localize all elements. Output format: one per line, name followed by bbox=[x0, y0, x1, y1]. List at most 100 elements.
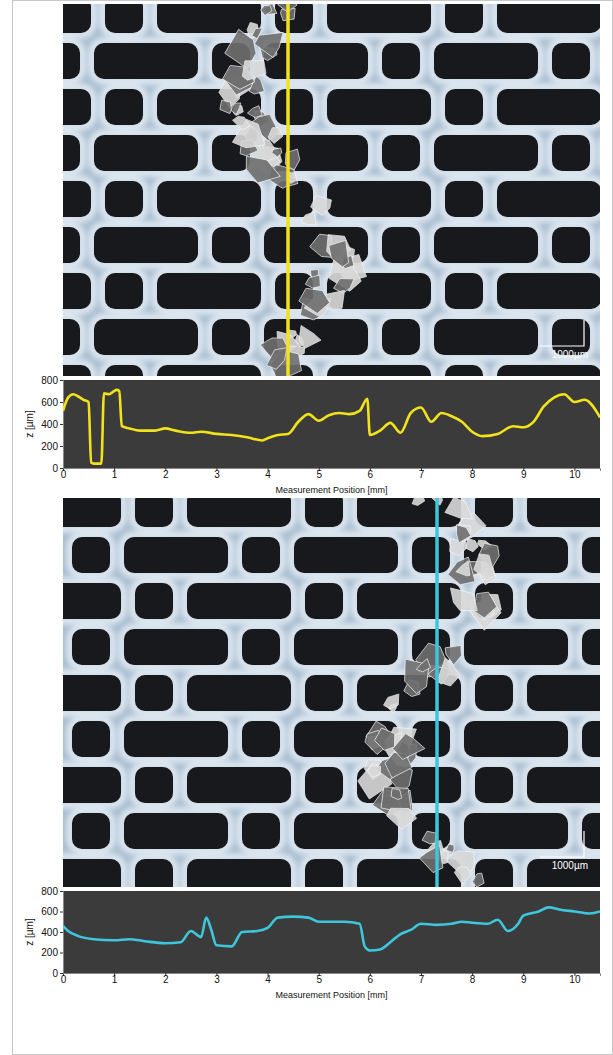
measurement-line bbox=[286, 4, 290, 376]
debris bbox=[457, 525, 471, 543]
fiber-glow bbox=[303, 857, 345, 887]
tick: 0 bbox=[52, 463, 63, 474]
debris bbox=[391, 789, 402, 800]
fiber-glow bbox=[443, 4, 485, 35]
fiber-bundle bbox=[63, 89, 91, 125]
fiber-bundle bbox=[94, 227, 198, 263]
fiber-bundle bbox=[157, 273, 261, 309]
fiber-bundle bbox=[305, 859, 343, 887]
tick-mark bbox=[60, 402, 63, 403]
fiber-glow bbox=[63, 133, 82, 173]
fiber-bundle bbox=[187, 498, 291, 527]
fiber-bundle bbox=[497, 273, 600, 309]
tick: 0 bbox=[61, 973, 67, 985]
fiber-glow bbox=[473, 857, 515, 887]
debris bbox=[412, 498, 425, 505]
fiber-bundle bbox=[135, 498, 173, 527]
fiber-bundle bbox=[582, 629, 600, 665]
fiber-bundle bbox=[124, 537, 228, 573]
tick: 10 bbox=[569, 973, 581, 985]
fiber-glow bbox=[303, 581, 345, 621]
fiber-glow bbox=[325, 179, 433, 219]
fiber-glow bbox=[410, 535, 452, 575]
fiber-bundle bbox=[327, 4, 431, 33]
tick-label: 0 bbox=[61, 974, 67, 985]
fiber-glow bbox=[473, 673, 515, 713]
fiber-glow bbox=[292, 719, 400, 759]
fiber-bundle bbox=[187, 767, 291, 803]
fiber-glow bbox=[155, 363, 263, 376]
tick: 400 bbox=[41, 927, 63, 938]
fiber-glow bbox=[70, 627, 112, 667]
debris bbox=[466, 539, 478, 552]
fiber-glow bbox=[155, 271, 263, 311]
debris bbox=[368, 766, 381, 778]
fiber-glow bbox=[63, 317, 82, 357]
fiber-glow bbox=[303, 765, 345, 805]
fiber-bundle bbox=[327, 181, 431, 217]
debris bbox=[233, 116, 251, 130]
tick: 4 bbox=[265, 468, 271, 480]
fiber-glow bbox=[292, 627, 400, 667]
fiber-bundle bbox=[105, 273, 143, 309]
tick-mark bbox=[60, 424, 63, 425]
fiber-bundle bbox=[412, 813, 450, 849]
tick: 10 bbox=[569, 468, 581, 480]
debris bbox=[387, 808, 417, 829]
tick-mark bbox=[60, 468, 63, 469]
tick-label: 400 bbox=[41, 927, 58, 938]
fiber-glow bbox=[155, 179, 263, 219]
tick: 0 bbox=[52, 968, 63, 979]
fiber-bundle bbox=[434, 319, 538, 355]
fiber-glow bbox=[432, 133, 540, 173]
fiber-glow bbox=[185, 673, 293, 713]
fiber-glow bbox=[122, 627, 230, 667]
debris bbox=[445, 498, 473, 519]
fiber-glow bbox=[432, 225, 540, 265]
fiber-glow bbox=[210, 225, 252, 265]
fiber-glow bbox=[103, 87, 145, 127]
fiber-glow bbox=[103, 179, 145, 219]
tick: 6 bbox=[368, 468, 374, 480]
micrograph-background bbox=[63, 498, 600, 887]
fiber-glow bbox=[580, 719, 600, 759]
fiber-glow bbox=[63, 4, 93, 35]
fiber-glow bbox=[92, 317, 200, 357]
micrograph bbox=[63, 498, 600, 887]
fiber-bundle bbox=[105, 89, 143, 125]
debris bbox=[393, 734, 425, 760]
fiber-bundle bbox=[527, 498, 600, 527]
tick-label: 400 bbox=[41, 419, 58, 430]
tick-mark bbox=[60, 953, 63, 954]
scale-bar-label: 1000µm bbox=[552, 860, 588, 871]
tick-label: 5 bbox=[316, 469, 322, 480]
debris bbox=[272, 148, 282, 157]
debris bbox=[329, 240, 349, 267]
debris bbox=[472, 873, 484, 887]
axis-line bbox=[64, 974, 601, 977]
x-axis-title: Measurement Position [mm] bbox=[275, 990, 387, 1000]
tick-label: 600 bbox=[41, 397, 58, 408]
plot-background bbox=[63, 380, 600, 468]
tick-mark bbox=[60, 891, 63, 892]
tick: 3 bbox=[214, 468, 220, 480]
fiber-bundle bbox=[305, 767, 343, 803]
tick-label: 3 bbox=[214, 974, 220, 985]
fiber-glow bbox=[550, 41, 592, 81]
fiber-bundle bbox=[135, 767, 173, 803]
fiber-bundle bbox=[294, 813, 398, 849]
fiber-glow bbox=[292, 811, 400, 851]
fiber-bundle bbox=[464, 721, 568, 757]
tick: 800 bbox=[41, 886, 63, 897]
fiber-glow bbox=[462, 627, 570, 667]
debris bbox=[242, 61, 266, 80]
tick: 7 bbox=[419, 468, 425, 480]
fiber-bundle bbox=[434, 135, 538, 171]
tick: 600 bbox=[41, 906, 63, 917]
tick-label: 2 bbox=[163, 974, 169, 985]
fiber-glow bbox=[495, 4, 600, 35]
fiber-glow bbox=[303, 673, 345, 713]
tick: 400 bbox=[41, 419, 63, 430]
fiber-bundle bbox=[63, 273, 91, 309]
tick-label: 7 bbox=[419, 974, 425, 985]
